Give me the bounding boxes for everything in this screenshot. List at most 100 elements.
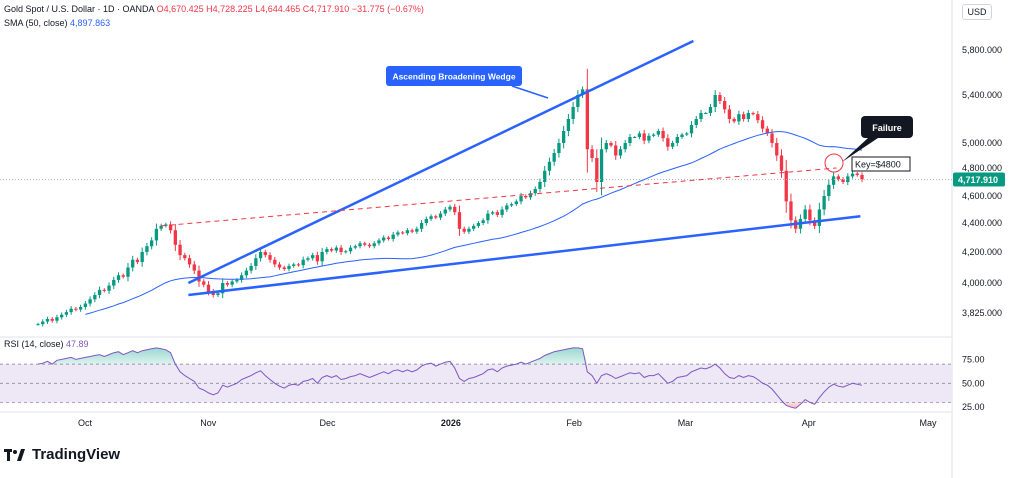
candle-body bbox=[268, 255, 272, 260]
candle-body bbox=[860, 175, 864, 180]
rsi-line bbox=[37, 347, 863, 409]
candle-body bbox=[55, 317, 59, 321]
candle-body bbox=[391, 234, 395, 239]
candle-body bbox=[301, 259, 305, 266]
candle-body bbox=[680, 134, 684, 137]
price-tick-label: 4,600.000 bbox=[962, 191, 1002, 201]
candle-body bbox=[481, 220, 485, 223]
candle-body bbox=[812, 220, 817, 226]
candle-body bbox=[623, 143, 627, 150]
candle-body bbox=[571, 107, 575, 119]
candle-body bbox=[206, 284, 211, 292]
candle-body bbox=[438, 213, 443, 218]
candle-body bbox=[410, 230, 414, 232]
sma-value: 4,897.863 bbox=[70, 18, 111, 28]
candle-body bbox=[628, 137, 632, 143]
candle-body bbox=[434, 216, 438, 218]
candle-body bbox=[760, 120, 765, 129]
candle-body bbox=[154, 228, 159, 241]
candle-body bbox=[476, 223, 481, 226]
time-tick-label: 2026 bbox=[441, 418, 461, 428]
candle-body bbox=[704, 113, 708, 114]
time-tick-label: Dec bbox=[320, 418, 337, 428]
candle-body bbox=[604, 143, 608, 150]
candle-body bbox=[126, 267, 130, 277]
candle-body bbox=[453, 206, 457, 213]
rsi-legend-label: RSI (14, close) bbox=[4, 339, 64, 349]
price-tick-label: 5,800.000 bbox=[962, 45, 1002, 55]
failure-callout-pointer bbox=[842, 138, 878, 162]
candle-body bbox=[168, 224, 173, 231]
candle-body bbox=[140, 252, 144, 263]
candle-body bbox=[505, 205, 509, 210]
candle-body bbox=[258, 252, 263, 259]
candle-body bbox=[325, 249, 329, 252]
candle-body bbox=[382, 237, 386, 241]
candle-body bbox=[60, 314, 64, 318]
candle-body bbox=[836, 176, 840, 180]
candle-body bbox=[41, 321, 45, 325]
candle-body bbox=[784, 170, 788, 202]
candle-body bbox=[239, 275, 244, 280]
candle-body bbox=[609, 143, 613, 146]
price-tick-label: 3,825.000 bbox=[962, 308, 1002, 318]
candle-body bbox=[528, 193, 533, 198]
candle-body bbox=[183, 255, 187, 259]
candle-body bbox=[273, 259, 277, 265]
candle-body bbox=[367, 244, 372, 247]
candle-body bbox=[353, 246, 357, 248]
time-tick-label: Apr bbox=[802, 418, 816, 428]
candle-body bbox=[296, 264, 301, 266]
candle-body bbox=[187, 258, 192, 265]
sma-line bbox=[85, 131, 863, 315]
candle-body bbox=[675, 137, 679, 143]
candle-body bbox=[557, 143, 561, 153]
candle-body bbox=[467, 228, 471, 232]
tradingview-brand[interactable]: TradingView bbox=[4, 446, 120, 463]
candle-body bbox=[164, 224, 168, 226]
candle-body bbox=[145, 246, 149, 252]
failure-callout-text: Failure bbox=[872, 123, 902, 133]
candle-body bbox=[36, 324, 40, 326]
candle-body bbox=[486, 213, 490, 221]
candle-body bbox=[770, 133, 774, 143]
candle-body bbox=[718, 95, 722, 101]
candle-body bbox=[339, 247, 343, 252]
candle-body bbox=[741, 114, 746, 119]
candle-body bbox=[533, 189, 537, 194]
candle-body bbox=[775, 143, 779, 156]
candle-body bbox=[149, 240, 154, 247]
tradingview-logo-icon bbox=[4, 448, 25, 461]
candle-body bbox=[78, 307, 83, 310]
candle-body bbox=[846, 176, 850, 182]
wedge-upper-line bbox=[187, 39, 694, 285]
candle-body bbox=[235, 279, 239, 282]
candle-body bbox=[647, 135, 651, 141]
candle-body bbox=[74, 308, 78, 310]
candle-body bbox=[779, 155, 784, 171]
candle-body bbox=[789, 201, 793, 221]
candle-body bbox=[97, 289, 102, 295]
candle-body bbox=[249, 265, 253, 271]
candle-body bbox=[827, 184, 831, 196]
candle-body bbox=[803, 209, 807, 219]
price-tick-label: 4,400.000 bbox=[962, 218, 1002, 228]
candle-body bbox=[197, 270, 201, 282]
currency-button[interactable]: USD bbox=[962, 4, 992, 20]
candle-body bbox=[576, 95, 580, 107]
candle-body bbox=[386, 237, 391, 239]
time-tick-label: Nov bbox=[200, 418, 217, 428]
candle-body bbox=[88, 299, 92, 304]
candle-body bbox=[93, 295, 97, 300]
candle-body bbox=[112, 279, 116, 286]
candle-body bbox=[348, 247, 353, 252]
key-label-text: Key=$4800 bbox=[855, 160, 901, 170]
last-price-badge bbox=[953, 172, 1005, 187]
failure-marker-circle bbox=[824, 153, 844, 173]
price-tick-label: 5,000.000 bbox=[962, 138, 1002, 148]
candle-body bbox=[329, 249, 334, 251]
candle-body bbox=[424, 218, 428, 223]
candle-body bbox=[595, 158, 599, 182]
candle-body bbox=[552, 153, 556, 162]
